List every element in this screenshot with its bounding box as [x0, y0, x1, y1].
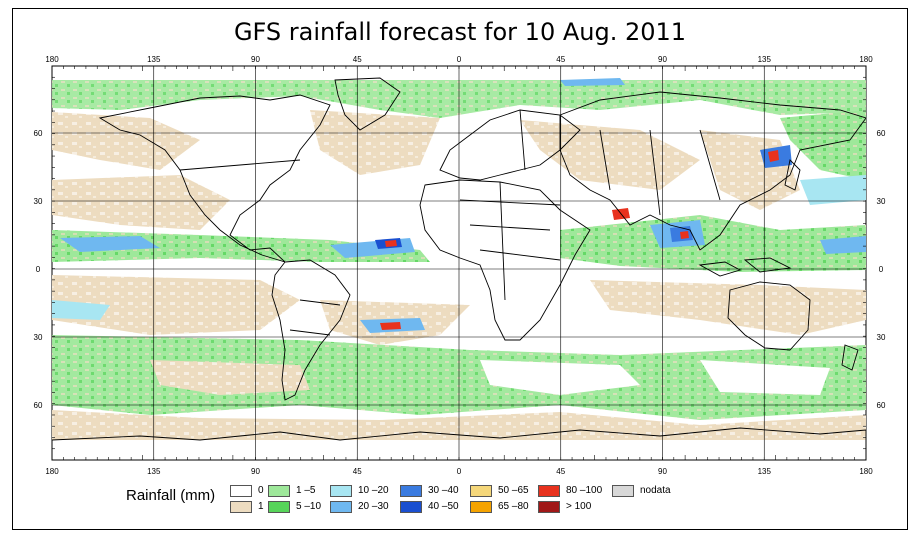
- legend-swatch: [268, 485, 290, 497]
- lon-label: 135: [758, 467, 772, 476]
- legend-label: 1: [258, 501, 264, 512]
- lon-label: 90: [251, 467, 260, 476]
- lat-label: 60: [877, 401, 886, 410]
- legend-title: Rainfall (mm): [126, 487, 216, 504]
- lat-label: 30: [877, 197, 886, 206]
- legend-swatch: [400, 501, 422, 513]
- lat-label: 30: [877, 333, 886, 342]
- legend-label: 20 –30: [358, 501, 389, 512]
- lat-label: 0: [879, 265, 884, 274]
- lon-label: 135: [147, 467, 161, 476]
- lon-label: 45: [556, 467, 565, 476]
- legend-label: 10 –20: [358, 485, 389, 496]
- lon-label: 90: [658, 467, 667, 476]
- legend-label: 1 –5: [296, 485, 316, 496]
- legend-label: 0: [258, 485, 264, 496]
- legend-swatch: [538, 485, 560, 497]
- legend-swatch: [330, 501, 352, 513]
- latitude-labels-left: 60 30 0 30 60: [34, 129, 43, 410]
- legend-swatch: [538, 501, 560, 513]
- legend-label: 5 –10: [296, 501, 322, 512]
- legend-label: 80 –100: [566, 485, 603, 496]
- legend-swatch: [268, 501, 290, 513]
- coastlines: [52, 77, 866, 460]
- graticule: [52, 66, 866, 460]
- lon-label: 0: [457, 55, 462, 64]
- longitude-labels-bottom: 180 135 90 45 0 45 90 135 180: [45, 467, 873, 476]
- tick-marks: [51, 65, 867, 461]
- legend-label: 40 –50: [428, 501, 459, 512]
- lat-label: 60: [34, 401, 43, 410]
- lon-label: 45: [353, 55, 362, 64]
- legend-label: nodata: [640, 485, 671, 496]
- legend-swatch: [330, 485, 352, 497]
- legend-swatch: [612, 485, 634, 497]
- legend-label: > 100: [566, 501, 592, 512]
- lon-label: 0: [457, 467, 462, 476]
- lat-label: 30: [34, 333, 43, 342]
- page-title: GFS rainfall forecast for 10 Aug. 2011: [233, 18, 687, 46]
- legend-label: 30 –40: [428, 485, 459, 496]
- lon-label: 90: [658, 55, 667, 64]
- legend-swatch: [230, 501, 252, 513]
- lon-label: 180: [45, 467, 59, 476]
- lon-label: 180: [859, 467, 873, 476]
- legend-swatch: [400, 485, 422, 497]
- legend-swatch: [470, 501, 492, 513]
- lat-label: 60: [877, 129, 886, 138]
- lon-label: 135: [147, 55, 161, 64]
- latitude-labels-right: 60 30 0 30 60: [877, 129, 886, 410]
- longitude-labels-top: 180 135 90 45 0 45 90 135 180: [45, 55, 873, 64]
- lon-label: 45: [556, 55, 565, 64]
- lon-label: 180: [859, 55, 873, 64]
- legend-swatch: [470, 485, 492, 497]
- lat-label: 60: [34, 129, 43, 138]
- lat-label: 0: [36, 265, 41, 274]
- legend-swatch: [230, 485, 252, 497]
- lon-label: 180: [45, 55, 59, 64]
- lat-label: 30: [34, 197, 43, 206]
- lon-label: 90: [251, 55, 260, 64]
- legend-label: 65 –80: [498, 501, 529, 512]
- lon-label: 45: [353, 467, 362, 476]
- lon-label: 135: [758, 55, 772, 64]
- legend-label: 50 –65: [498, 485, 529, 496]
